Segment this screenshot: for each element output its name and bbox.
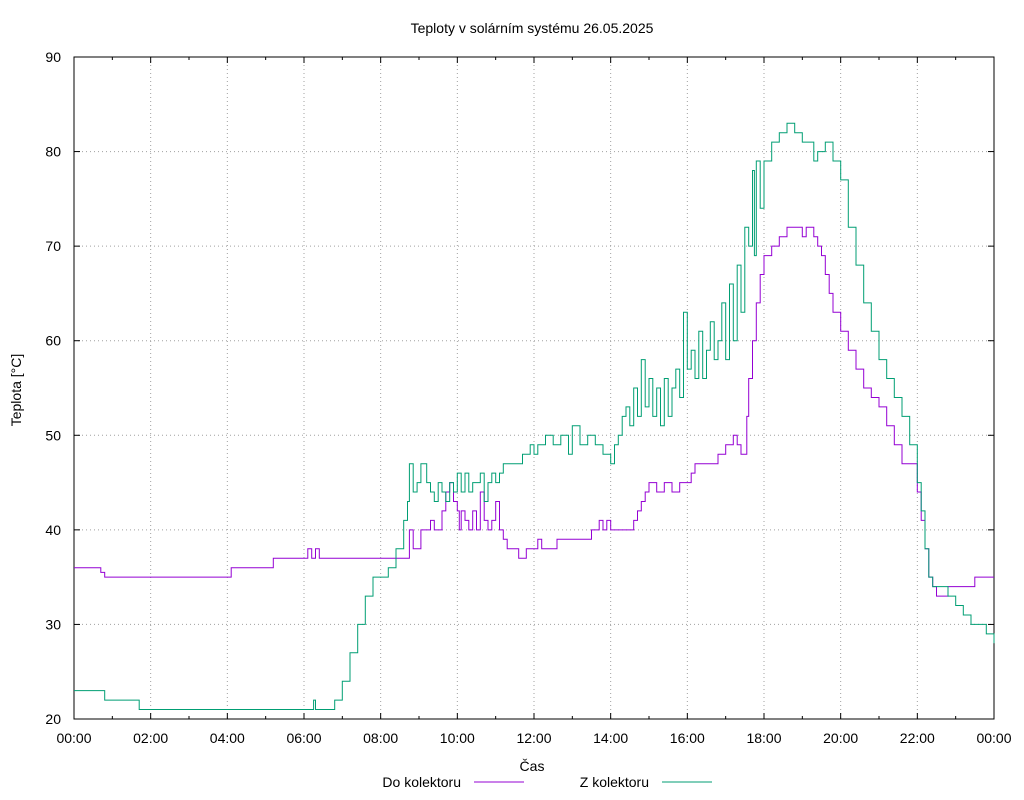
- x-tick-label: 20:00: [823, 730, 858, 746]
- y-tick-label: 30: [45, 616, 61, 632]
- series-line-do-kolektoru: [74, 226, 994, 597]
- y-tick-label: 60: [45, 333, 61, 349]
- x-tick-label: 04:00: [210, 730, 245, 746]
- x-tick-label: 00:00: [976, 730, 1011, 746]
- y-tick-label: 70: [45, 238, 61, 254]
- legend-label-do-kolektoru: Do kolektoru: [382, 774, 461, 790]
- y-axis-label: Teplota [°C]: [8, 354, 24, 427]
- x-tick-label: 10:00: [440, 730, 475, 746]
- x-tick-label: 06:00: [286, 730, 321, 746]
- x-tick-label: 00:00: [56, 730, 91, 746]
- axis-ticks: 00:00 02:00 04:00 06:00 08:00 10:00 12:00 14:00…: [45, 49, 1011, 746]
- x-tick-label: 08:00: [363, 730, 398, 746]
- x-tick-label: 18:00: [746, 730, 781, 746]
- y-tick-label: 90: [45, 49, 61, 65]
- legend-label-z-kolektoru: Z kolektoru: [580, 774, 649, 790]
- series-line-z-kolektoru: [74, 122, 995, 710]
- grid: [74, 57, 994, 719]
- x-axis-label: Čas: [520, 758, 545, 774]
- legend: Do kolektoru Z kolektoru: [382, 774, 712, 790]
- y-tick-label: 20: [45, 711, 61, 727]
- x-tick-label: 22:00: [900, 730, 935, 746]
- chart-title: Teploty v solárním systému 26.05.2025: [411, 20, 654, 36]
- x-tick-label: 02:00: [133, 730, 168, 746]
- y-tick-label: 80: [45, 144, 61, 160]
- y-tick-label: 50: [45, 427, 61, 443]
- x-tick-label: 12:00: [516, 730, 551, 746]
- series-layer: [74, 122, 995, 710]
- y-tick-label: 40: [45, 522, 61, 538]
- x-tick-label: 14:00: [593, 730, 628, 746]
- x-tick-label: 16:00: [670, 730, 705, 746]
